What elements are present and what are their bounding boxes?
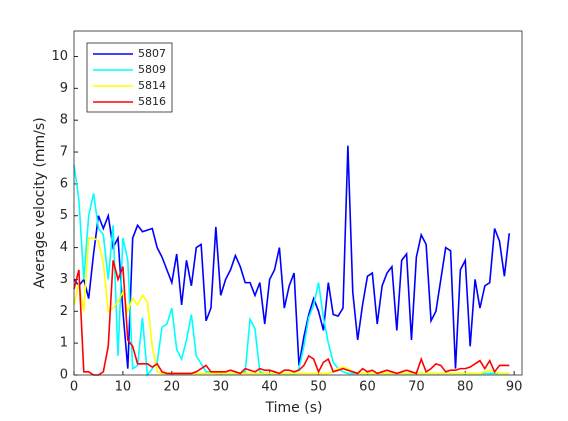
y-tick-label: 1 — [60, 336, 68, 351]
x-tick-label: 50 — [310, 380, 327, 395]
series-line — [73, 260, 510, 376]
y-tick-label: 2 — [60, 304, 68, 319]
y-tick-label: 5 — [60, 208, 68, 223]
y-tick-label: 8 — [60, 113, 68, 128]
y-tick-label: 6 — [60, 176, 68, 191]
y-tick-label: 10 — [51, 49, 68, 64]
x-tick-label: 40 — [261, 380, 278, 395]
series-line — [73, 237, 510, 375]
y-tick-label: 7 — [60, 145, 68, 160]
x-tick-label: 0 — [70, 380, 78, 395]
x-tick-label: 90 — [506, 380, 523, 395]
x-tick-label: 70 — [408, 380, 425, 395]
series-line — [73, 145, 511, 369]
axes-box — [73, 30, 523, 376]
legend-label: 5807 — [138, 47, 166, 60]
y-tick-label: 4 — [60, 240, 68, 255]
x-tick-label: 80 — [457, 380, 474, 395]
x-tick-label: 20 — [164, 380, 181, 395]
x-tick-label: 30 — [212, 380, 229, 395]
y-tick-label: 0 — [60, 368, 68, 383]
x-axis-label: Time (s) — [265, 400, 323, 416]
y-axis-label: Average velocity (mm/s) — [32, 117, 48, 288]
legend-label: 5816 — [138, 95, 166, 108]
x-tick-label: 60 — [359, 380, 376, 395]
legend-label: 5809 — [138, 63, 166, 76]
y-tick-label: 3 — [60, 272, 68, 287]
x-tick-label: 10 — [115, 380, 132, 395]
legend-label: 5814 — [138, 79, 166, 92]
y-tick-label: 9 — [60, 81, 68, 96]
